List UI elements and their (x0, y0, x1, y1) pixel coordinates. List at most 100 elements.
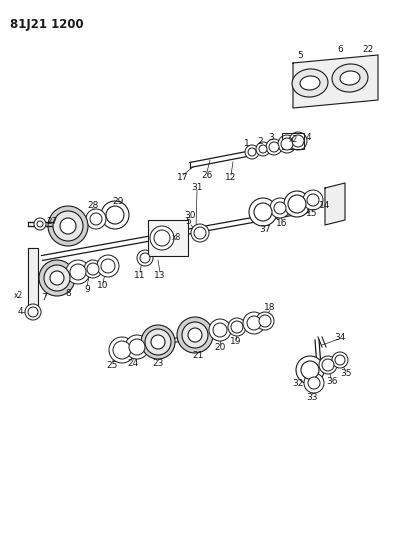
Ellipse shape (292, 69, 328, 97)
Circle shape (292, 135, 304, 147)
Circle shape (308, 377, 320, 389)
Circle shape (274, 202, 286, 214)
Text: 37: 37 (259, 225, 271, 235)
Circle shape (137, 250, 153, 266)
Text: 81J21 1200: 81J21 1200 (10, 18, 84, 31)
Text: 7: 7 (41, 294, 47, 303)
Circle shape (332, 352, 348, 368)
Circle shape (101, 201, 129, 229)
Circle shape (304, 373, 324, 393)
Circle shape (256, 312, 274, 330)
Circle shape (247, 316, 261, 330)
Circle shape (34, 218, 46, 230)
Text: 20: 20 (214, 343, 226, 351)
Text: 27: 27 (46, 217, 58, 227)
Text: 6: 6 (337, 45, 343, 54)
Circle shape (141, 325, 175, 359)
Circle shape (284, 191, 310, 217)
Circle shape (145, 329, 171, 355)
Ellipse shape (300, 76, 320, 90)
Circle shape (269, 142, 279, 152)
Circle shape (289, 132, 307, 150)
Text: 15: 15 (306, 209, 318, 219)
Circle shape (296, 356, 324, 384)
Text: 1: 1 (244, 140, 250, 149)
Text: 28: 28 (87, 200, 99, 209)
Circle shape (259, 145, 267, 153)
Circle shape (191, 224, 209, 242)
Text: 25: 25 (107, 360, 118, 369)
Circle shape (101, 259, 115, 273)
Circle shape (278, 135, 296, 153)
Circle shape (182, 322, 208, 348)
Circle shape (151, 335, 165, 349)
Circle shape (140, 253, 150, 263)
Circle shape (266, 139, 282, 155)
Circle shape (87, 263, 99, 275)
Text: 18: 18 (264, 303, 276, 312)
Circle shape (301, 361, 319, 379)
Circle shape (106, 206, 124, 224)
Text: 8: 8 (65, 288, 71, 297)
Circle shape (194, 227, 206, 239)
Circle shape (97, 255, 119, 277)
Text: 16: 16 (276, 220, 288, 229)
Text: 23: 23 (152, 359, 164, 367)
Text: x8: x8 (171, 233, 181, 243)
Circle shape (322, 359, 334, 371)
Circle shape (28, 307, 38, 317)
Circle shape (249, 198, 277, 226)
Text: 31: 31 (191, 182, 203, 191)
Bar (282, 133, 304, 149)
Text: 4: 4 (17, 308, 23, 317)
Circle shape (303, 190, 323, 210)
Circle shape (288, 195, 306, 213)
Circle shape (90, 213, 102, 225)
Text: x2: x2 (288, 135, 298, 144)
Circle shape (25, 304, 41, 320)
Circle shape (188, 328, 202, 342)
Polygon shape (293, 55, 378, 108)
Text: 17: 17 (177, 174, 189, 182)
Text: 3: 3 (268, 133, 274, 142)
Circle shape (270, 198, 290, 218)
Circle shape (113, 341, 131, 359)
Circle shape (307, 194, 319, 206)
Circle shape (50, 271, 64, 285)
Text: 33: 33 (306, 393, 318, 402)
Circle shape (48, 206, 88, 246)
Text: 10: 10 (97, 281, 109, 290)
Circle shape (37, 221, 43, 227)
Text: 26: 26 (201, 171, 213, 180)
Circle shape (319, 356, 337, 374)
Text: 2: 2 (257, 136, 263, 146)
Circle shape (259, 315, 271, 327)
Ellipse shape (340, 71, 360, 85)
Circle shape (109, 337, 135, 363)
Text: 13: 13 (154, 271, 166, 279)
Text: 36: 36 (326, 376, 338, 385)
Circle shape (84, 260, 102, 278)
Circle shape (209, 319, 231, 341)
Circle shape (248, 148, 256, 156)
Circle shape (243, 312, 265, 334)
Polygon shape (28, 248, 38, 308)
Text: 35: 35 (340, 368, 352, 377)
Circle shape (254, 203, 272, 221)
Circle shape (129, 339, 145, 355)
Text: 34: 34 (334, 333, 346, 342)
Circle shape (70, 264, 86, 280)
Circle shape (154, 230, 170, 246)
Circle shape (213, 323, 227, 337)
Ellipse shape (332, 64, 368, 92)
Polygon shape (325, 183, 345, 225)
Text: 29: 29 (112, 198, 124, 206)
Circle shape (60, 218, 76, 234)
Circle shape (245, 145, 259, 159)
Text: 4: 4 (305, 133, 311, 142)
Circle shape (44, 265, 70, 291)
Circle shape (150, 226, 174, 250)
Text: 11: 11 (134, 271, 146, 279)
Text: 19: 19 (230, 337, 242, 346)
Text: x2: x2 (13, 290, 23, 300)
